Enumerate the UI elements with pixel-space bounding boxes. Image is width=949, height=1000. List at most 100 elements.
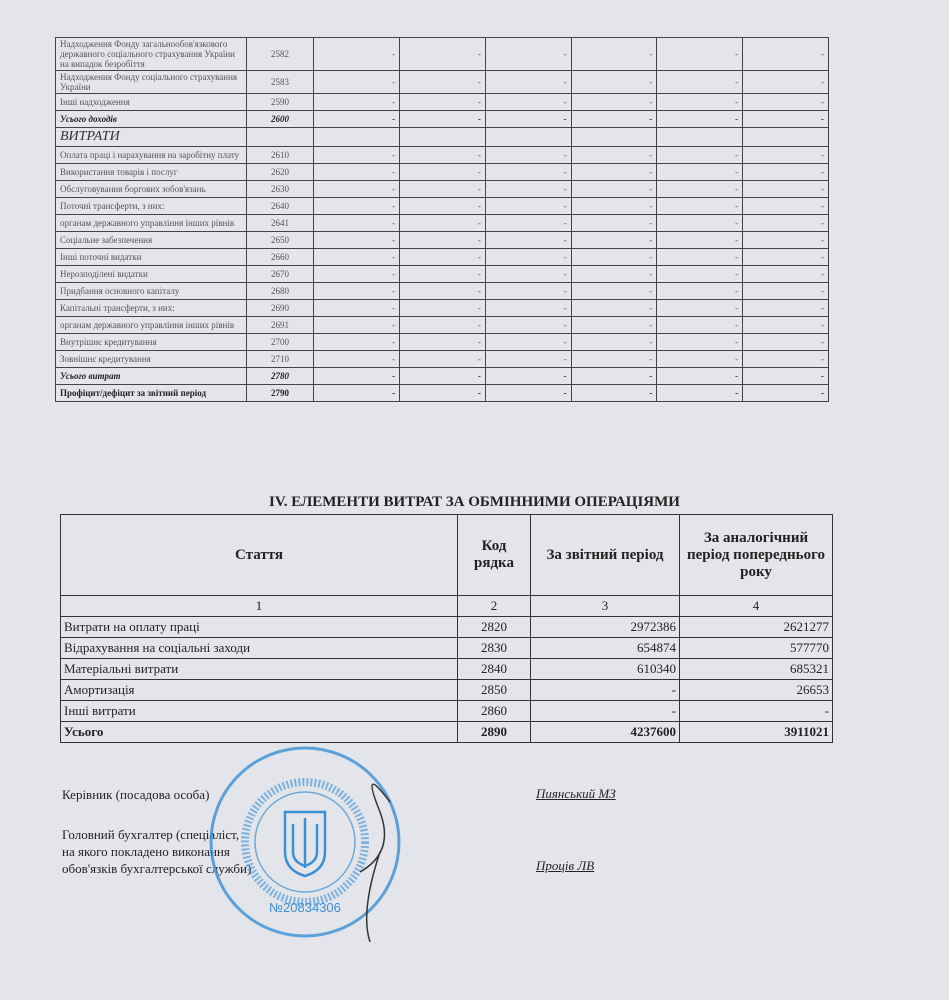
row-value: - bbox=[313, 384, 401, 402]
table-row: Капітальні трансферти, з них: 2690- - - - - - bbox=[55, 299, 829, 317]
row-value: - bbox=[399, 180, 486, 198]
row-code: 2640 bbox=[245, 197, 315, 215]
row-value: - bbox=[313, 70, 401, 94]
row-value: - bbox=[399, 282, 486, 300]
row-label: Відрахування на соціальні заходи bbox=[60, 637, 458, 659]
row-label: Придбання основного капіталу bbox=[55, 282, 247, 300]
table-row: Усього доходів 2600- - - - - - bbox=[55, 110, 829, 128]
row-value: - bbox=[570, 197, 658, 215]
row-value: - bbox=[399, 146, 486, 164]
table-row: Поточні трансферти, з них: 2640- - - - - - bbox=[55, 197, 829, 215]
row-label: Усього витрат bbox=[55, 367, 247, 385]
header-article: Стаття bbox=[60, 514, 458, 596]
col-number: 4 bbox=[679, 595, 833, 617]
table-row: Усього витрат 2780- - - - - - bbox=[55, 367, 829, 385]
row-label: Нерозподілені видатки bbox=[55, 265, 247, 283]
table-row: Усього 2890 4237600 3911021 bbox=[60, 721, 833, 743]
stamp-number: №20834306 bbox=[269, 900, 341, 915]
row-label: Поточні трансферти, з них: bbox=[55, 197, 247, 215]
table-row: Відрахування на соціальні заходи 2830 6548… bbox=[60, 637, 833, 659]
row-value: - bbox=[313, 299, 401, 317]
row-value: - bbox=[399, 163, 486, 181]
row-code: 2620 bbox=[245, 163, 315, 181]
row-label: Інші витрати bbox=[60, 700, 458, 722]
row-code: 2630 bbox=[245, 180, 315, 198]
row-value: - bbox=[399, 316, 486, 334]
row-current: - bbox=[530, 679, 680, 701]
row-value: - bbox=[570, 110, 658, 128]
row-value: - bbox=[313, 110, 401, 128]
row-code: 2590 bbox=[245, 93, 315, 111]
row-value: - bbox=[742, 197, 829, 215]
row-code: 2890 bbox=[457, 721, 531, 743]
row-value: - bbox=[570, 180, 658, 198]
row-previous: 3911021 bbox=[679, 721, 833, 743]
table-row: Інші надходження 2590- - - - - - bbox=[55, 93, 829, 111]
row-code bbox=[245, 127, 315, 147]
row-value: - bbox=[399, 231, 486, 249]
row-value: - bbox=[484, 265, 572, 283]
table-row: Профіцит/дефіцит за звітний період 2790- -… bbox=[55, 384, 829, 402]
accountant-label: Головний бухгалтер (спеціаліст, на якого… bbox=[62, 826, 251, 877]
row-value: - bbox=[313, 37, 401, 71]
row-value: - bbox=[742, 180, 829, 198]
row-value: - bbox=[484, 231, 572, 249]
head-name: Пиянський МЗ bbox=[536, 786, 616, 801]
row-current: 610340 bbox=[530, 658, 680, 680]
row-code: 2780 bbox=[245, 367, 315, 385]
row-value: - bbox=[570, 146, 658, 164]
row-value: - bbox=[656, 214, 744, 232]
row-value: - bbox=[484, 282, 572, 300]
row-value: - bbox=[484, 163, 572, 181]
row-value: - bbox=[742, 110, 829, 128]
row-value: - bbox=[742, 214, 829, 232]
row-value: - bbox=[313, 367, 401, 385]
table-row: Нерозподілені видатки 2670- - - - - - bbox=[55, 265, 829, 283]
row-value: - bbox=[570, 333, 658, 351]
row-value bbox=[313, 127, 401, 147]
row-value bbox=[656, 127, 744, 147]
row-code: 2582 bbox=[245, 37, 315, 71]
table-row: Матеріальні витрати 2840 610340 685321 bbox=[60, 658, 833, 680]
row-label: Використання товарів і послуг bbox=[55, 163, 247, 181]
row-value: - bbox=[399, 367, 486, 385]
row-value: - bbox=[484, 180, 572, 198]
row-value: - bbox=[484, 70, 572, 94]
col-number: 3 bbox=[530, 595, 680, 617]
row-value: - bbox=[742, 93, 829, 111]
row-code: 2600 bbox=[245, 110, 315, 128]
row-value: - bbox=[656, 70, 744, 94]
row-value: - bbox=[656, 180, 744, 198]
accountant-label-line: обов'язків бухгалтерської служби) bbox=[62, 861, 252, 876]
row-value: - bbox=[399, 70, 486, 94]
row-label: Оплата праці і нарахування на заробітну … bbox=[55, 146, 247, 164]
row-value: - bbox=[484, 333, 572, 351]
row-label: Амортизація bbox=[60, 679, 458, 701]
row-value: - bbox=[399, 350, 486, 368]
row-value: - bbox=[742, 146, 829, 164]
row-value: - bbox=[570, 37, 658, 71]
table-row: Інші поточні видатки 2660- - - - - - bbox=[55, 248, 829, 266]
row-value: - bbox=[313, 350, 401, 368]
row-value: - bbox=[313, 282, 401, 300]
table-row: Інші витрати 2860- - bbox=[60, 700, 833, 722]
row-value: - bbox=[570, 231, 658, 249]
accountant-name: Проців ЛВ bbox=[536, 858, 595, 873]
row-label: органам державного управління інших рівн… bbox=[55, 316, 247, 334]
table-row: Витрати на оплату праці 2820 2972386 262127… bbox=[60, 616, 833, 638]
row-value: - bbox=[656, 367, 744, 385]
row-current: 2972386 bbox=[530, 616, 680, 638]
row-value: - bbox=[570, 316, 658, 334]
section-title: IV. ЕЛЕМЕНТИ ВИТРАТ ЗА ОБМІННИМИ ОПЕРАЦІ… bbox=[269, 494, 680, 510]
row-value: - bbox=[656, 37, 744, 71]
row-previous: 2621277 bbox=[679, 616, 833, 638]
row-value: - bbox=[742, 70, 829, 94]
row-value: - bbox=[313, 333, 401, 351]
row-value: - bbox=[656, 265, 744, 283]
row-value: - bbox=[484, 299, 572, 317]
row-value: - bbox=[656, 163, 744, 181]
row-value: - bbox=[742, 37, 829, 71]
row-code: 2840 bbox=[457, 658, 531, 680]
row-code: 2860 bbox=[457, 700, 531, 722]
row-previous: - bbox=[679, 700, 833, 722]
